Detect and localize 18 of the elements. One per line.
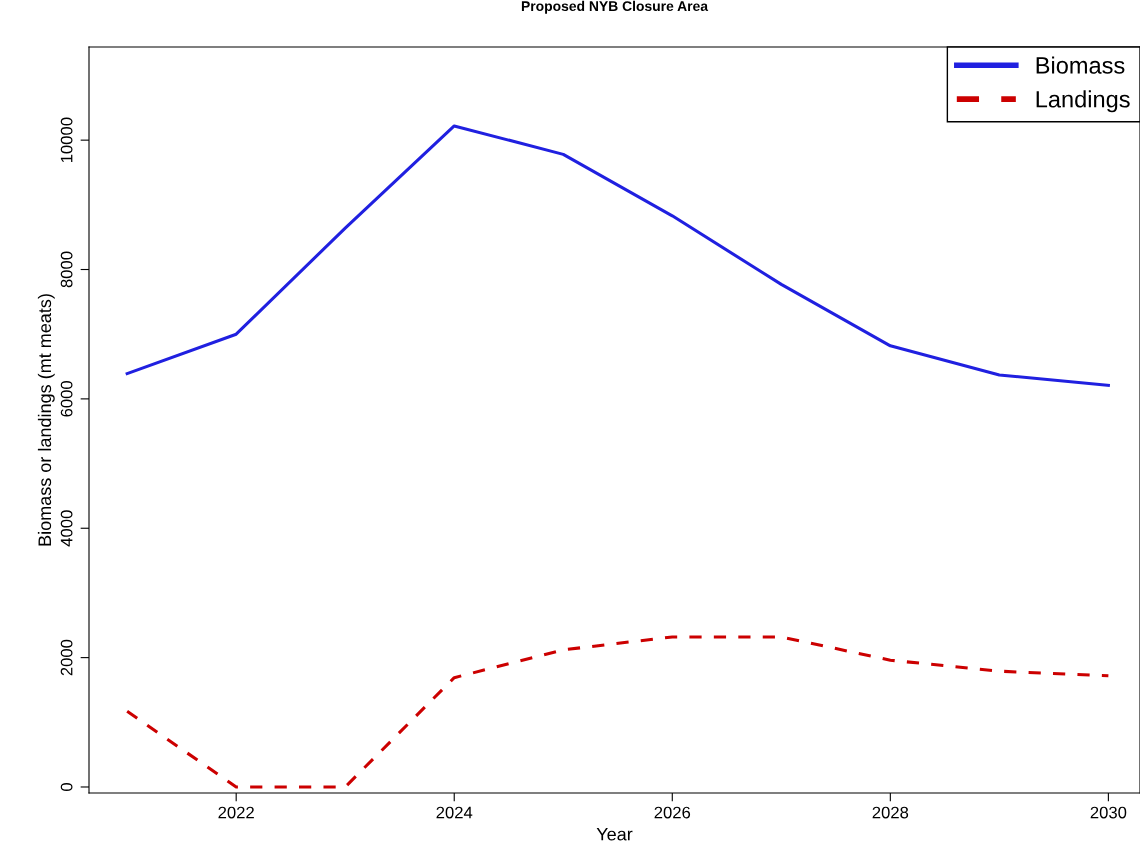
x-tick-label: 2026 bbox=[654, 806, 691, 819]
y-tick-label: 4000 bbox=[60, 510, 73, 547]
legend-label: Landings bbox=[1036, 90, 1130, 113]
y-tick-label: 0 bbox=[60, 783, 73, 791]
y-tick-label: 2000 bbox=[60, 639, 73, 676]
y-tick-label: 8000 bbox=[60, 251, 73, 288]
x-axis-title: Year bbox=[596, 827, 633, 841]
y-tick-label: 6000 bbox=[60, 380, 73, 417]
y-tick-label: 10000 bbox=[60, 117, 73, 163]
x-tick-label: 2030 bbox=[1090, 806, 1127, 819]
x-tick-label: 2022 bbox=[218, 806, 254, 819]
line-series bbox=[125, 635, 1110, 789]
legend-label: Biomass bbox=[1036, 56, 1125, 74]
x-tick-label: 2028 bbox=[872, 806, 909, 819]
chart-title: Proposed NYB Closure Area bbox=[521, 0, 709, 14]
y-axis-title: Biomass or landings (mt meats) bbox=[37, 294, 55, 546]
x-tick-label: 2024 bbox=[436, 806, 473, 819]
line-series bbox=[125, 124, 1110, 387]
